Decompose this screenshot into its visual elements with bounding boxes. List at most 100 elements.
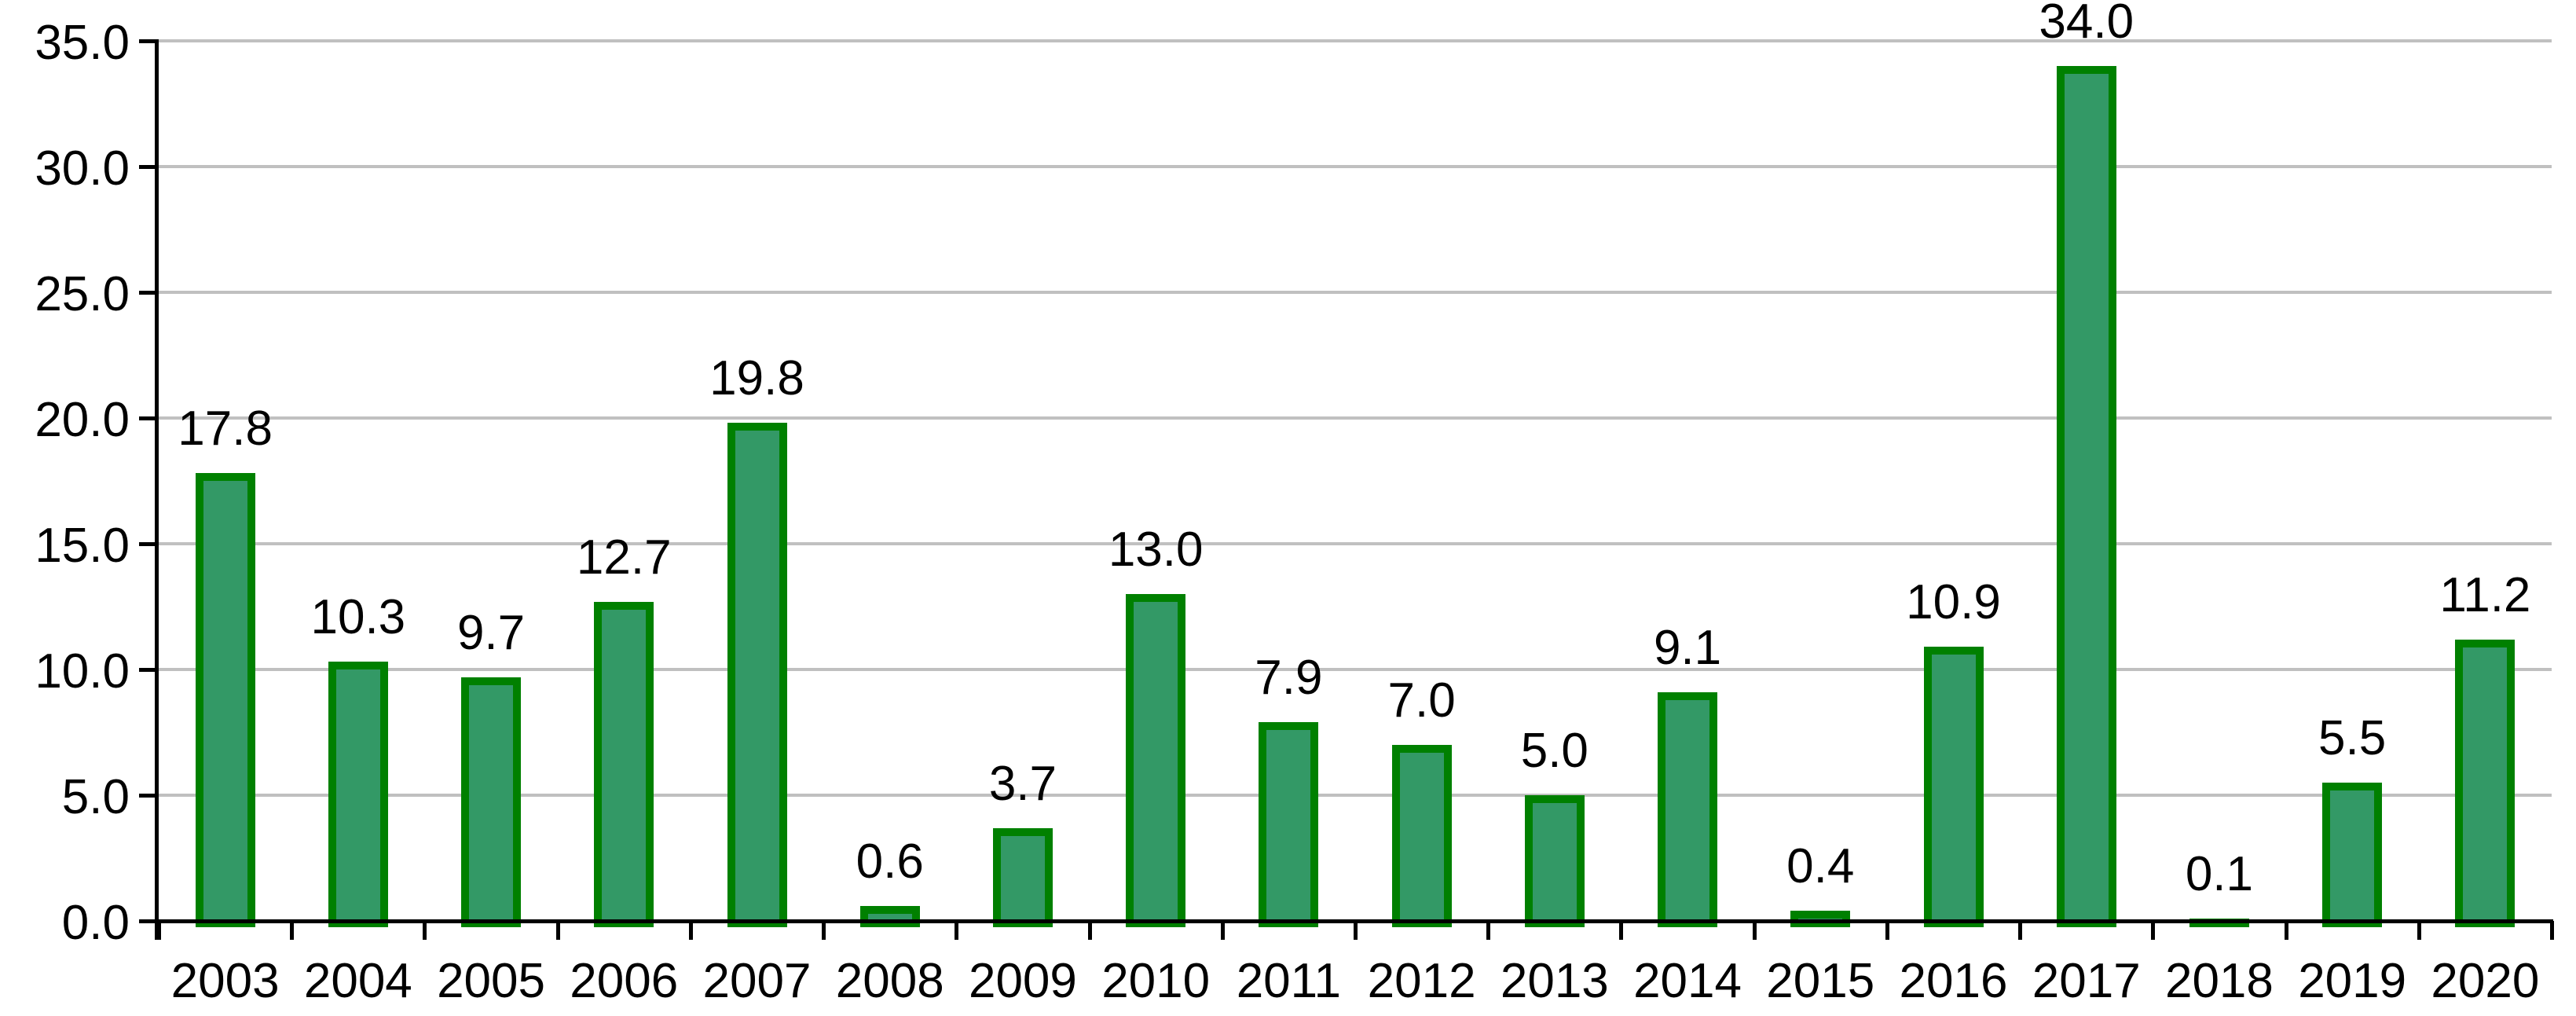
bar-fill bbox=[867, 913, 912, 919]
y-axis-label: 0.0 bbox=[61, 896, 130, 950]
bar-2006 bbox=[594, 601, 654, 927]
x-axis-tick bbox=[822, 921, 826, 940]
y-axis-tick bbox=[139, 542, 155, 546]
y-axis-tick bbox=[139, 919, 155, 923]
x-axis-tick bbox=[423, 921, 427, 940]
x-axis-label: 2010 bbox=[1101, 954, 1211, 1008]
bar-2020 bbox=[2455, 639, 2516, 927]
bar-value-label: 5.5 bbox=[2318, 711, 2387, 765]
bar-2017 bbox=[2056, 66, 2116, 927]
y-axis-tick bbox=[139, 416, 155, 420]
bar-2004 bbox=[328, 662, 388, 927]
x-axis-label: 2013 bbox=[1500, 954, 1609, 1008]
y-axis-label: 30.0 bbox=[35, 141, 130, 196]
x-axis-tick bbox=[1354, 921, 1358, 940]
x-axis-tick bbox=[1619, 921, 1624, 940]
bar-fill bbox=[203, 481, 247, 919]
bar-value-label: 3.7 bbox=[988, 756, 1057, 811]
y-axis-label: 15.0 bbox=[35, 519, 130, 573]
x-axis-tick bbox=[290, 921, 295, 940]
y-gridline bbox=[157, 416, 2552, 420]
bar-2012 bbox=[1391, 745, 1452, 927]
bar-2007 bbox=[727, 423, 787, 927]
x-axis-tick bbox=[1752, 921, 1757, 940]
y-axis-tick bbox=[139, 165, 155, 169]
x-axis-label: 2015 bbox=[1766, 954, 1875, 1008]
y-axis-tick bbox=[139, 291, 155, 295]
x-axis-label: 2011 bbox=[1236, 954, 1342, 1008]
x-axis-tick bbox=[2550, 921, 2554, 940]
x-axis-label: 2014 bbox=[1633, 954, 1742, 1008]
bar-fill bbox=[735, 431, 779, 919]
x-axis-label: 2003 bbox=[170, 954, 280, 1008]
bar-fill bbox=[602, 609, 647, 919]
x-axis-label: 2007 bbox=[702, 954, 812, 1008]
y-axis-label: 35.0 bbox=[35, 16, 130, 70]
y-axis-label: 20.0 bbox=[35, 393, 130, 447]
x-axis-tick bbox=[2018, 921, 2023, 940]
bar-value-label: 0.6 bbox=[856, 834, 924, 889]
y-gridline bbox=[157, 39, 2552, 42]
bar-value-label: 10.3 bbox=[310, 590, 406, 645]
y-axis-tick bbox=[139, 39, 155, 43]
y-axis-label: 25.0 bbox=[35, 267, 130, 321]
x-axis-tick bbox=[1486, 921, 1491, 940]
x-axis-label: 2016 bbox=[1899, 954, 2008, 1008]
x-axis-label: 2017 bbox=[2032, 954, 2141, 1008]
bar-value-label: 9.1 bbox=[1653, 620, 1722, 675]
bar-value-label: 34.0 bbox=[2039, 0, 2134, 49]
bar-2014 bbox=[1658, 691, 1718, 927]
bar-value-label: 10.9 bbox=[1906, 575, 2001, 630]
bar-2019 bbox=[2322, 783, 2383, 927]
bar-2005 bbox=[461, 677, 522, 927]
x-axis-label: 2019 bbox=[2298, 954, 2407, 1008]
y-axis-tick bbox=[139, 794, 155, 798]
x-axis-tick bbox=[157, 921, 161, 940]
x-axis-label: 2012 bbox=[1367, 954, 1476, 1008]
x-axis-tick bbox=[1220, 921, 1225, 940]
x-axis-label: 2008 bbox=[835, 954, 944, 1008]
bar-value-label: 12.7 bbox=[576, 530, 672, 585]
x-axis-label: 2004 bbox=[303, 954, 412, 1008]
x-axis-tick bbox=[955, 921, 959, 940]
bar-fill bbox=[2330, 790, 2375, 919]
x-axis-tick bbox=[1087, 921, 1092, 940]
bar-value-label: 19.8 bbox=[709, 351, 804, 406]
bar-2003 bbox=[195, 473, 255, 927]
y-axis-line bbox=[155, 39, 159, 940]
bar-2016 bbox=[1923, 647, 1984, 927]
bar-2013 bbox=[1524, 795, 1585, 927]
x-axis-label: 2009 bbox=[968, 954, 1077, 1008]
bar-value-label: 13.0 bbox=[1108, 523, 1204, 577]
bar-2008 bbox=[859, 905, 920, 927]
bar-value-label: 11.2 bbox=[2439, 567, 2531, 622]
y-gridline bbox=[157, 794, 2552, 797]
x-axis-label: 2020 bbox=[2431, 954, 2540, 1008]
y-gridline bbox=[157, 291, 2552, 294]
x-axis-tick bbox=[2284, 921, 2288, 940]
bar-fill bbox=[1532, 803, 1577, 919]
bar-2010 bbox=[1126, 594, 1186, 927]
y-axis-label: 10.0 bbox=[35, 644, 130, 699]
bar-fill bbox=[2463, 647, 2508, 919]
x-axis-tick bbox=[1885, 921, 1889, 940]
y-gridline bbox=[157, 542, 2552, 545]
x-axis-label: 2006 bbox=[570, 954, 679, 1008]
x-axis-tick bbox=[2417, 921, 2421, 940]
y-gridline bbox=[157, 668, 2552, 671]
bar-value-label: 0.4 bbox=[1786, 839, 1855, 894]
y-gridline bbox=[157, 165, 2552, 168]
bar-value-label: 17.8 bbox=[178, 402, 273, 457]
bar-value-label: 7.0 bbox=[1387, 673, 1456, 728]
x-axis-label: 2018 bbox=[2164, 954, 2274, 1008]
bar-fill bbox=[1134, 602, 1178, 919]
bar-fill bbox=[1000, 835, 1045, 919]
bar-value-label: 0.1 bbox=[2185, 846, 2254, 901]
y-axis-label: 5.0 bbox=[61, 770, 130, 824]
bar-fill bbox=[1266, 730, 1311, 919]
